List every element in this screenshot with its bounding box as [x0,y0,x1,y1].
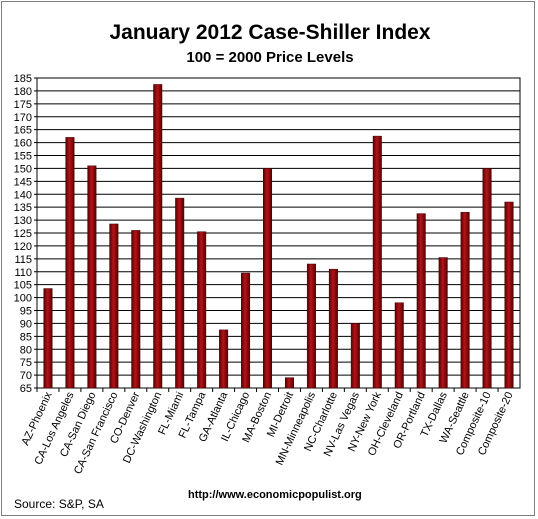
y-tick-label: 70 [20,370,32,382]
bar-or-portland [416,213,426,389]
y-tick-label: 125 [14,228,32,240]
bar-co-denver [131,230,141,389]
chart-subtitle: 100 = 2000 Price Levels [186,49,353,66]
bar-ca-san-diego [87,165,97,389]
y-tick-label: 140 [14,189,32,201]
source-note: Source: S&P, SA [14,497,104,511]
bar-tx-dallas [438,257,448,389]
bar-az-phoenix [43,288,53,389]
y-tick-label: 120 [14,241,32,253]
bar-mn-minneapolis [306,263,316,389]
bar-oh-cleveland [394,302,404,389]
y-tick-label: 105 [14,280,32,292]
bar-wa-seattle [460,212,470,389]
bar-fl-miami [175,197,185,389]
bar-ca-san-francisco [109,223,119,389]
y-tick-label: 180 [14,86,32,98]
y-tick-label: 150 [14,163,32,175]
bar-dc-washington [153,84,163,389]
y-tick-label: 75 [20,357,32,369]
bar-fl-tampa [197,231,207,389]
bar-nc-charlotte [328,268,338,389]
bars [43,84,514,389]
bar-il-chicago [241,272,251,389]
y-tick-label: 90 [20,318,32,330]
bar-ny-new-york [372,135,382,389]
y-tick-label: 165 [14,125,32,137]
y-tick-label: 95 [20,306,32,318]
bar-ma-boston [263,168,273,389]
y-tick-label: 175 [14,99,32,111]
bar-nv-las-vegas [350,323,360,389]
chart-title: January 2012 Case-Shiller Index [110,21,431,44]
y-tick-label: 110 [14,267,32,279]
y-tick-label: 85 [20,331,32,343]
y-tick-label: 185 [14,73,32,85]
bar-ca-los-angeles [65,137,75,389]
y-axis-ticks: 6570758085909510010511011512012513013514… [14,73,32,395]
y-tick-label: 100 [14,293,32,305]
gridlines [34,77,521,392]
site-url: http://www.economicpopulist.org [188,489,362,501]
y-tick-label: 115 [14,254,32,266]
y-tick-label: 80 [20,344,32,356]
bar-composite-10 [482,168,492,389]
y-tick-label: 155 [14,151,32,163]
y-tick-label: 160 [14,138,32,150]
y-tick-label: 65 [20,383,32,395]
bar-ga-atlanta [219,329,229,389]
y-tick-label: 130 [14,215,32,227]
y-tick-label: 170 [14,112,32,124]
bar-mi-detroit [284,377,294,389]
y-tick-label: 145 [14,176,32,188]
bar-composite-20 [504,201,514,389]
y-tick-label: 135 [14,202,32,214]
